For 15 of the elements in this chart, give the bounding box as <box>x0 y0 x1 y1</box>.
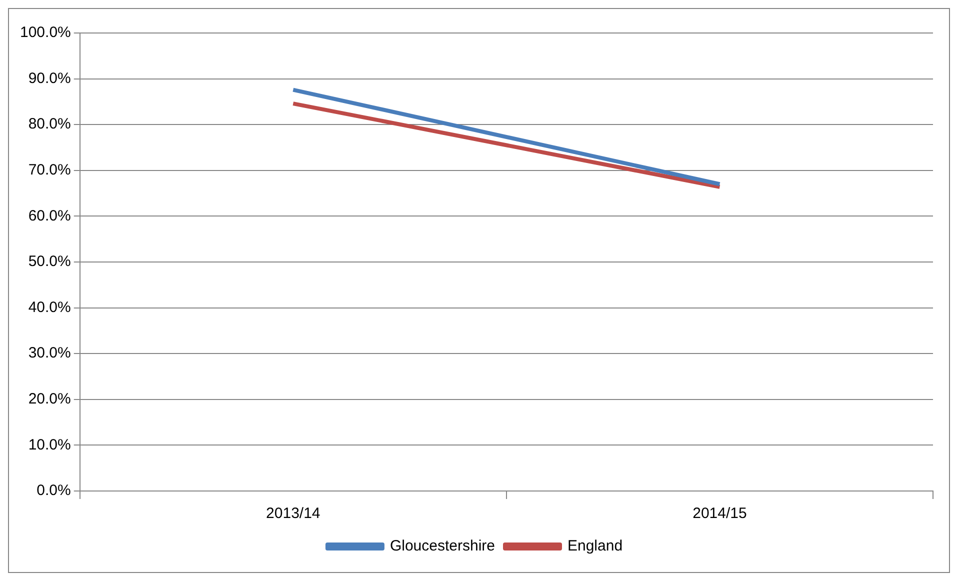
legend-label: Gloucestershire <box>390 538 495 555</box>
y-tick-label: 20.0% <box>28 390 71 408</box>
y-tick-label: 70.0% <box>28 162 71 179</box>
y-tick-label: 100.0% <box>20 24 71 42</box>
y-tick-label: 90.0% <box>28 70 71 87</box>
y-tick-label: 10.0% <box>28 436 71 454</box>
y-tick-label: 60.0% <box>28 207 71 224</box>
y-tick-label: 50.0% <box>28 253 71 270</box>
x-tick-label: 2014/15 <box>692 505 747 522</box>
y-tick-label: 0.0% <box>36 482 71 500</box>
y-tick-label: 40.0% <box>28 298 71 316</box>
y-tick-label: 80.0% <box>28 116 71 133</box>
legend-label: England <box>568 538 623 555</box>
x-tick-label: 2013/14 <box>266 505 320 522</box>
y-tick-label: 30.0% <box>28 344 71 362</box>
